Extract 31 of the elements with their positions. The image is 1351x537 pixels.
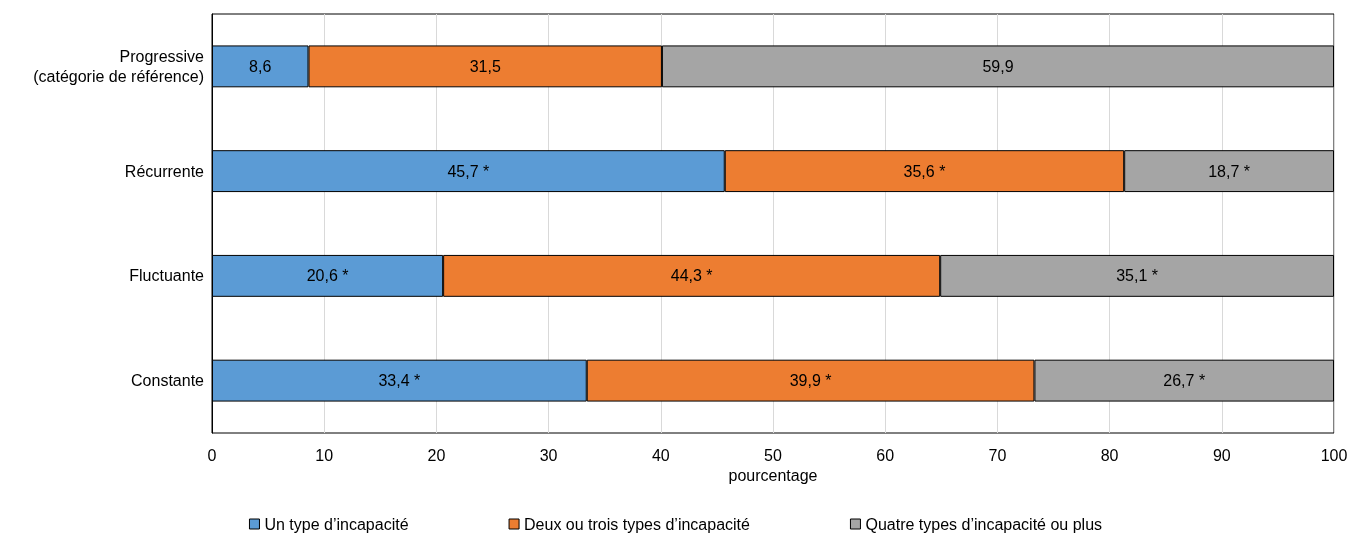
x-tick-label: 100 — [1320, 446, 1348, 464]
data-label: 31,5 — [469, 57, 501, 75]
y-tick-label: Constante — [131, 372, 205, 390]
x-tick-label: 40 — [651, 446, 670, 464]
y-tick-label: Fluctuante — [129, 267, 205, 285]
y-tick-label: Progressive (catégorie de référence) — [33, 47, 205, 85]
data-label: 35,1 * — [1116, 267, 1158, 285]
x-tick-label: 80 — [1100, 446, 1119, 464]
x-tick-label: 0 — [207, 446, 217, 464]
data-label: 39,9 * — [789, 372, 832, 390]
legend-label: Quatre types d’incapacité ou plus — [865, 515, 1103, 533]
legend-label: Deux ou trois types d’incapacité — [524, 515, 751, 533]
x-tick-label: 20 — [427, 446, 446, 464]
data-label: 44,3 * — [670, 267, 713, 285]
data-label: 20,6 * — [306, 267, 349, 285]
x-axis-title: pourcentage — [728, 467, 818, 485]
data-label: 18,7 * — [1208, 162, 1250, 180]
data-label: 45,7 * — [447, 162, 490, 180]
data-label: 35,6 * — [903, 162, 946, 180]
x-tick-label: 30 — [539, 446, 558, 464]
data-label: 26,7 * — [1163, 372, 1206, 390]
data-label: 59,9 — [982, 57, 1014, 75]
x-tick-label: 10 — [315, 446, 334, 464]
data-label: 8,6 — [249, 57, 272, 75]
y-tick-label: Récurrente — [124, 162, 205, 180]
x-tick-label: 60 — [876, 446, 895, 464]
x-tick-label: 70 — [988, 446, 1007, 464]
x-tick-label: 90 — [1212, 446, 1231, 464]
legend-label: Un type d’incapacité — [264, 515, 409, 533]
data-label: 33,4 * — [378, 372, 421, 390]
x-tick-label: 50 — [764, 446, 782, 464]
